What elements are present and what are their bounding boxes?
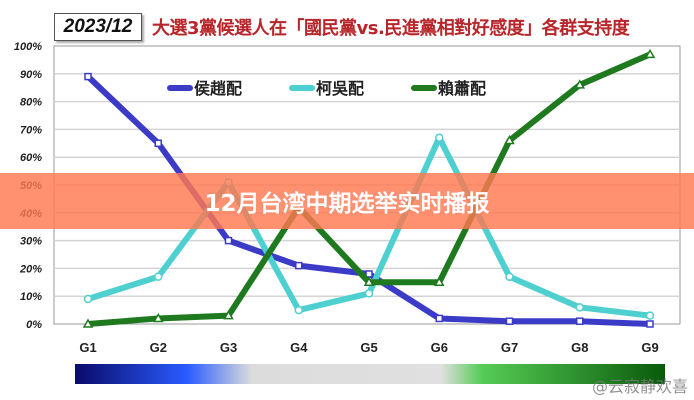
date-label: 2023/12 bbox=[54, 13, 142, 41]
data-point bbox=[645, 311, 655, 320]
data-point bbox=[82, 318, 94, 328]
x-tick-label: G8 bbox=[571, 340, 588, 355]
y-tick-label: 10% bbox=[20, 291, 42, 303]
data-point bbox=[154, 272, 163, 281]
chart-title: 大選3黨候選人在「國民黨vs.民進黨相對好感度」各群支持度 bbox=[152, 18, 630, 39]
y-tick-label: 70% bbox=[20, 124, 42, 136]
x-tick-label: G5 bbox=[360, 340, 377, 355]
data-point bbox=[505, 317, 514, 325]
legend-label: 侯趙配 bbox=[194, 79, 242, 98]
headline-text: 12月台湾中期选举实时播报 bbox=[204, 191, 490, 217]
y-tick-label: 100% bbox=[14, 41, 42, 53]
y-tick-label: 20% bbox=[19, 263, 42, 275]
data-point bbox=[224, 236, 233, 245]
headline-banner: 12月台湾中期选举实时播报 bbox=[0, 173, 694, 229]
y-tick-label: 0% bbox=[26, 319, 42, 331]
data-point bbox=[435, 314, 443, 323]
group-color-scale-bar bbox=[75, 364, 665, 384]
legend-label: 賴蕭配 bbox=[438, 79, 486, 98]
watermark: @云寂静欢喜 bbox=[591, 377, 688, 396]
data-point bbox=[363, 276, 375, 287]
x-tick-label: G6 bbox=[431, 340, 448, 355]
data-point bbox=[646, 320, 654, 328]
data-point bbox=[504, 135, 515, 145]
data-point bbox=[505, 272, 514, 281]
y-tick-label: 30% bbox=[20, 236, 42, 248]
data-point bbox=[644, 48, 656, 59]
legend-label: 柯吳配 bbox=[316, 79, 364, 98]
data-point bbox=[223, 310, 234, 320]
data-point bbox=[295, 261, 303, 270]
y-tick-label: 90% bbox=[20, 69, 42, 81]
x-tick-label: G1 bbox=[79, 340, 96, 355]
y-tick-label: 60% bbox=[20, 152, 42, 164]
x-tick-label: G9 bbox=[641, 340, 658, 355]
data-point bbox=[574, 79, 586, 89]
x-tick-label: G7 bbox=[501, 340, 518, 355]
data-point bbox=[575, 303, 584, 312]
data-point bbox=[435, 133, 444, 142]
x-tick-label: G3 bbox=[220, 340, 237, 355]
data-point bbox=[84, 72, 92, 81]
data-point bbox=[364, 289, 374, 298]
data-point bbox=[152, 312, 164, 323]
data-point bbox=[83, 294, 93, 304]
data-point bbox=[433, 276, 445, 287]
x-tick-label: G4 bbox=[290, 340, 308, 355]
x-tick-label: G2 bbox=[150, 340, 167, 355]
data-point bbox=[294, 305, 303, 315]
data-point bbox=[576, 317, 584, 325]
data-point bbox=[154, 139, 162, 148]
y-tick-label: 80% bbox=[20, 97, 42, 109]
